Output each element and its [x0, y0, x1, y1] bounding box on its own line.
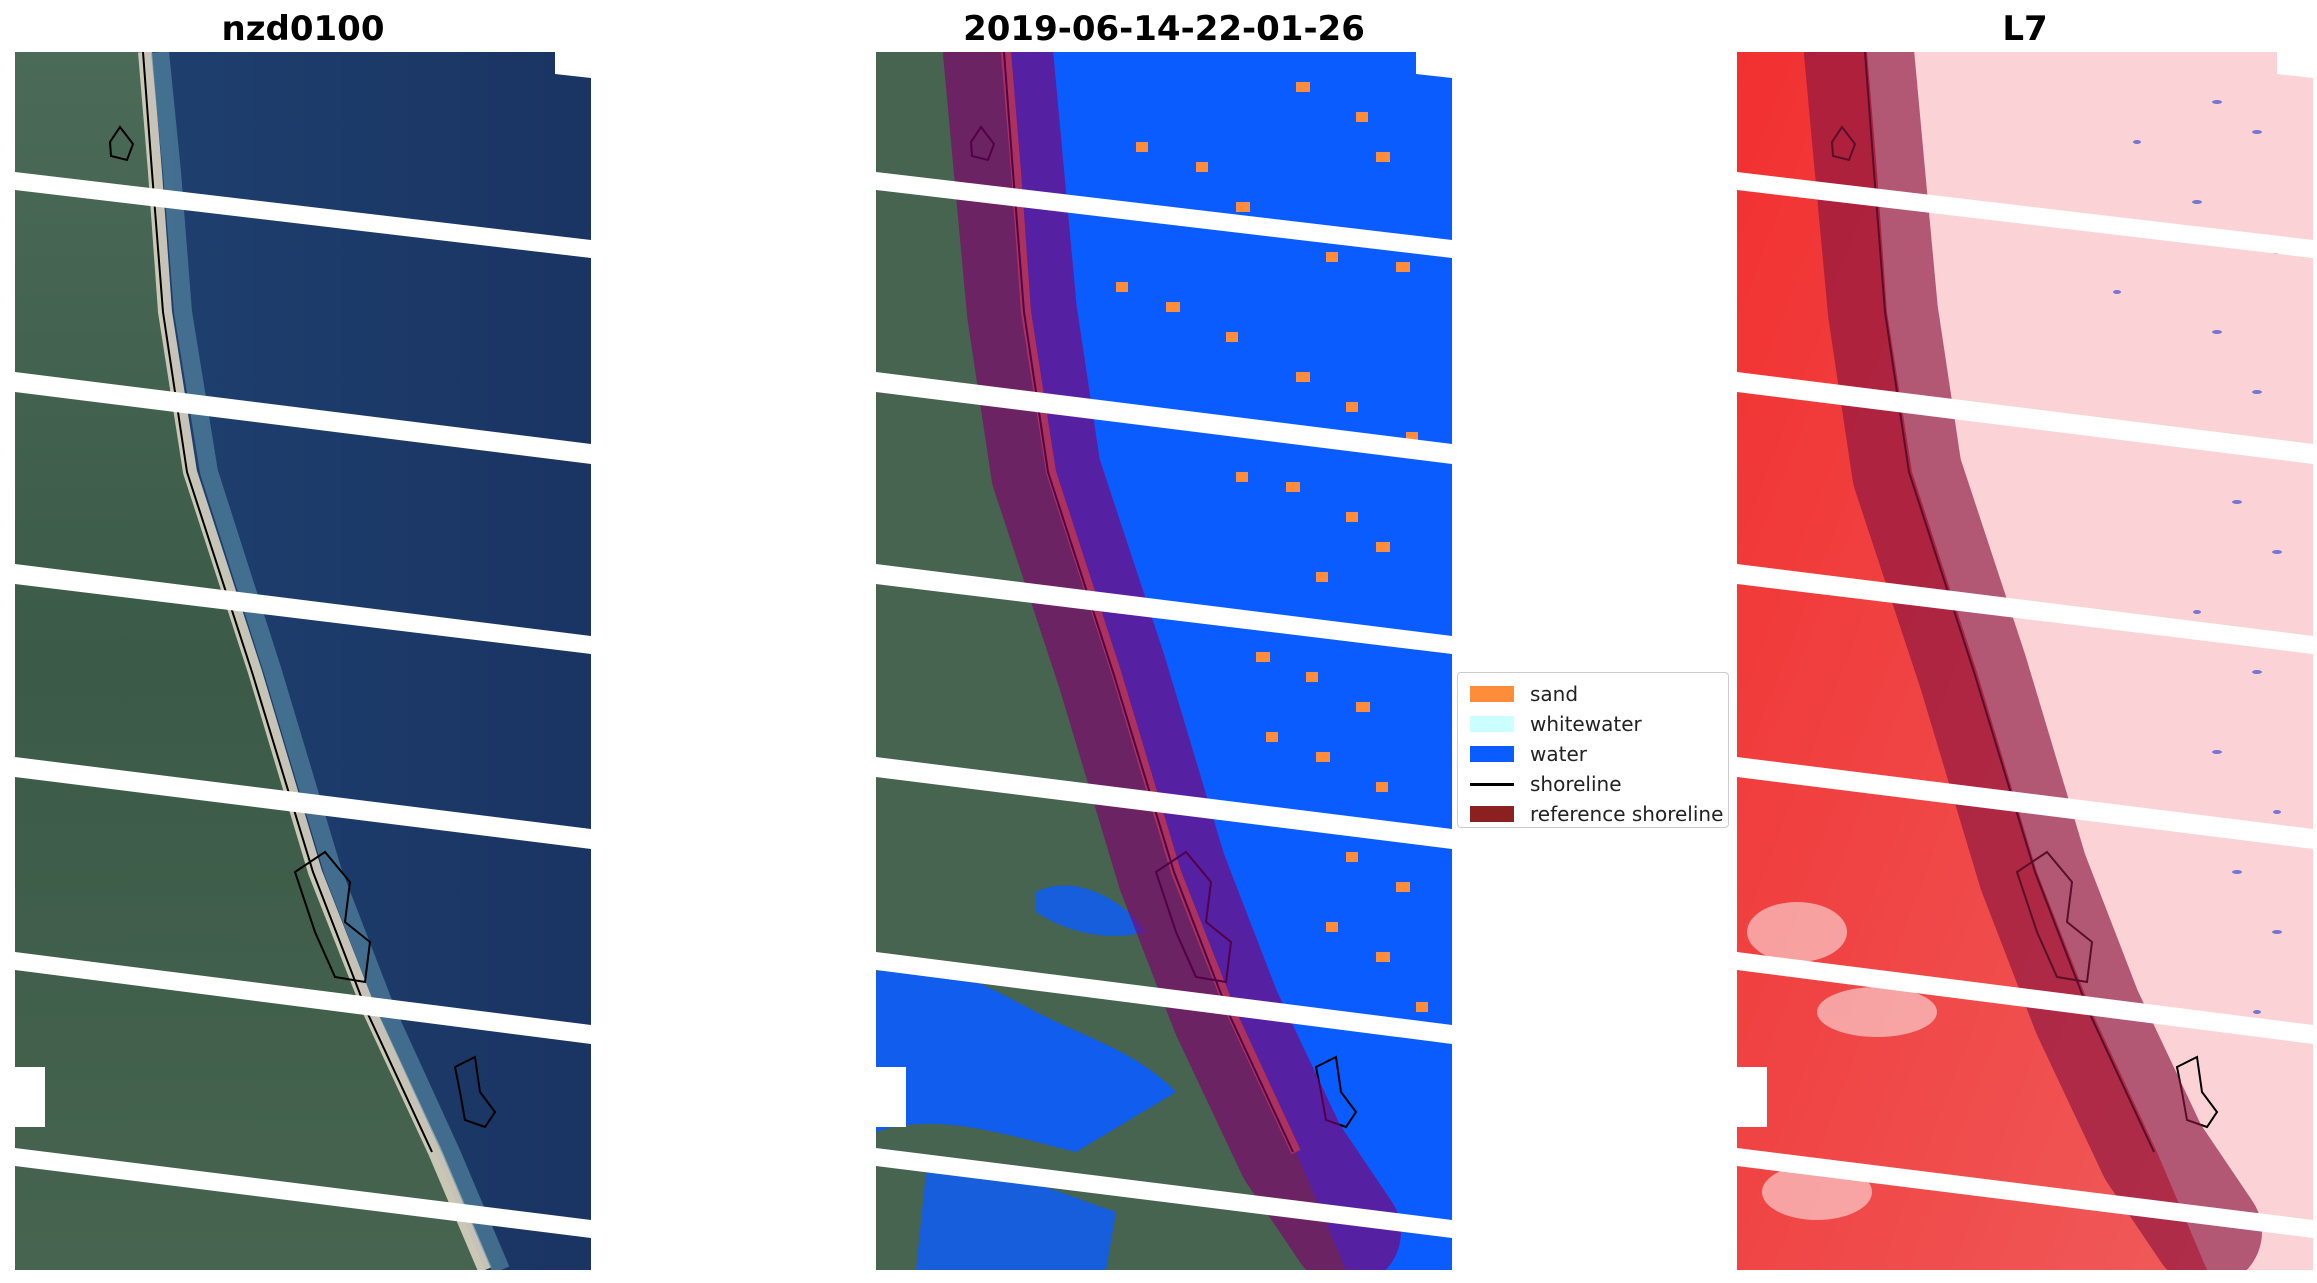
- reference-shoreline-buffer: [943, 52, 1401, 1270]
- legend-swatch-water: [1470, 746, 1514, 762]
- index-image: [1737, 52, 2313, 1270]
- beach-strip: [138, 52, 492, 1270]
- index-panel: [1737, 52, 2313, 1270]
- sand-class-pixels: [1116, 82, 1428, 1012]
- scan-line-gaps: [876, 52, 1452, 1238]
- nodata-patch: [15, 1067, 45, 1127]
- legend-item-sand: sand: [1466, 679, 1720, 709]
- rgb-image-panel: [15, 52, 591, 1270]
- rgb-image: [15, 52, 591, 1270]
- index-land-texture: [1747, 902, 1937, 1220]
- legend-item-whitewater: whitewater: [1466, 709, 1720, 739]
- legend-label-water: water: [1530, 742, 1587, 766]
- legend-swatch-reference-shoreline: [1470, 806, 1514, 822]
- legend-line-shoreline: [1470, 783, 1514, 786]
- legend-label-whitewater: whitewater: [1530, 712, 1642, 736]
- nodata-patch: [1737, 1067, 1767, 1127]
- legend-swatch-sand: [1470, 686, 1514, 702]
- estuary-outline: [293, 850, 372, 984]
- panel-title-rgb: nzd0100: [221, 9, 385, 49]
- water-class-patches: [876, 885, 1176, 1270]
- reference-shoreline-buffer: [1804, 52, 2262, 1270]
- surf-zone: [151, 52, 510, 1270]
- legend-item-shoreline: shoreline: [1466, 769, 1720, 799]
- headland-outline: [453, 1055, 497, 1129]
- legend-item-water: water: [1466, 739, 1720, 769]
- legend-swatch-whitewater: [1470, 716, 1514, 732]
- classification-image: [876, 52, 1452, 1270]
- legend-label-shoreline: shoreline: [1530, 772, 1622, 796]
- scan-line-gaps: [15, 52, 591, 1238]
- panel-title-index: L7: [2002, 9, 2048, 49]
- lagoon-outline: [108, 125, 135, 162]
- legend: sand whitewater water shoreline referenc…: [1457, 672, 1729, 828]
- scan-line-gaps: [1737, 52, 2313, 1238]
- nodata-patch: [876, 1067, 906, 1127]
- legend-item-reference-shoreline: reference shoreline: [1466, 799, 1724, 829]
- panel-title-classification: 2019-06-14-22-01-26: [963, 9, 1365, 49]
- legend-label-sand: sand: [1530, 682, 1579, 706]
- legend-label-reference-shoreline: reference shoreline: [1530, 802, 1724, 826]
- classification-panel: [876, 52, 1452, 1270]
